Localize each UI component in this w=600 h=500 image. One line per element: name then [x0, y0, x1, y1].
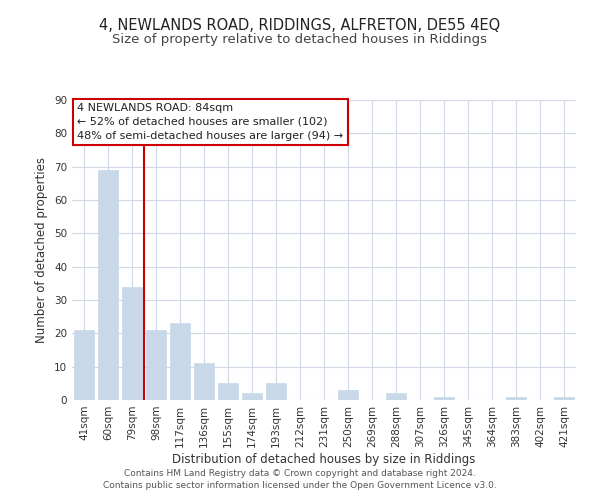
Bar — [146, 330, 166, 400]
Text: 4, NEWLANDS ROAD, RIDDINGS, ALFRETON, DE55 4EQ: 4, NEWLANDS ROAD, RIDDINGS, ALFRETON, DE… — [100, 18, 500, 32]
Bar — [386, 394, 406, 400]
Bar — [338, 390, 358, 400]
Text: Contains HM Land Registry data © Crown copyright and database right 2024.
Contai: Contains HM Land Registry data © Crown c… — [103, 468, 497, 490]
Bar — [554, 396, 574, 400]
Y-axis label: Number of detached properties: Number of detached properties — [35, 157, 49, 343]
Bar — [74, 330, 94, 400]
Bar — [194, 364, 214, 400]
Bar — [98, 170, 118, 400]
Bar — [122, 286, 142, 400]
Bar — [266, 384, 286, 400]
Bar — [242, 394, 262, 400]
Bar — [434, 396, 454, 400]
Bar — [506, 396, 526, 400]
X-axis label: Distribution of detached houses by size in Riddings: Distribution of detached houses by size … — [172, 452, 476, 466]
Text: Size of property relative to detached houses in Riddings: Size of property relative to detached ho… — [113, 32, 487, 46]
Bar — [170, 324, 190, 400]
Text: 4 NEWLANDS ROAD: 84sqm
← 52% of detached houses are smaller (102)
48% of semi-de: 4 NEWLANDS ROAD: 84sqm ← 52% of detached… — [77, 103, 343, 141]
Bar — [218, 384, 238, 400]
